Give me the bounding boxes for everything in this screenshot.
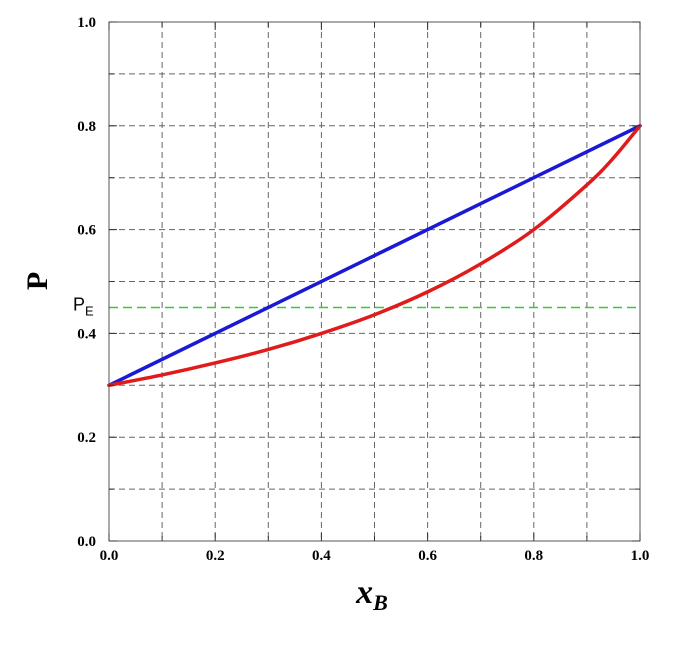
x-tick-label: 0.8 xyxy=(524,548,543,564)
x-axis-title-subscript: B xyxy=(372,590,388,615)
x-tick-label: 0.6 xyxy=(418,548,437,564)
reference-line-label-subscript: E xyxy=(85,303,94,318)
y-axis-title: P xyxy=(21,272,54,290)
y-tick-label: 0.8 xyxy=(77,119,96,135)
y-tick-label: 1.0 xyxy=(77,15,96,31)
reference-line-label: PE xyxy=(73,294,94,318)
x-axis-title: xB xyxy=(355,574,388,615)
tick-marks xyxy=(108,21,641,542)
y-tick-label: 0.4 xyxy=(77,326,96,342)
series-group xyxy=(107,124,642,388)
reference-line-label-main: P xyxy=(73,294,85,314)
series-line-2 xyxy=(107,124,642,388)
y-tick-label: 0.2 xyxy=(77,430,96,446)
y-tick-label: 0.0 xyxy=(77,534,96,550)
x-tick-label: 0.2 xyxy=(206,548,225,564)
x-tick-label: 0.0 xyxy=(100,548,119,564)
x-tick-label: 0.4 xyxy=(312,548,331,564)
x-tick-label: 1.0 xyxy=(631,548,650,564)
grid xyxy=(108,21,641,542)
x-axis-title-main: x xyxy=(355,574,373,611)
series-line-1 xyxy=(107,124,642,388)
y-tick-label: 0.6 xyxy=(77,223,96,239)
tick-labels: 0.0 0.2 0.4 0.6 0.8 1.0 0.0 0.2 0.4 0.6 0.8 1.0 xyxy=(77,15,649,564)
